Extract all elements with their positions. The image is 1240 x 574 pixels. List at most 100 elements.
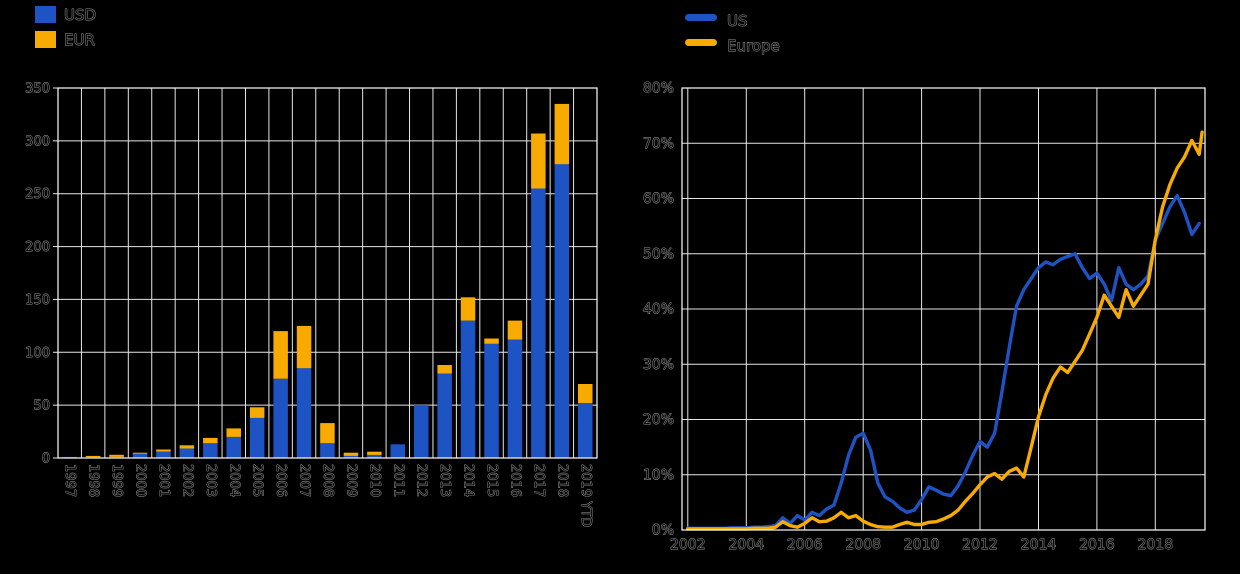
y-tick-label: 0% [652, 523, 674, 539]
y-tick-label: 150 [25, 293, 50, 308]
bar-eur [109, 454, 124, 457]
x-tick-label: 2017 [531, 464, 546, 497]
bar-usd [507, 339, 523, 458]
y-axis-labels: 0% 10% 20% 30% 40% 50% 60% 70% 80% [642, 80, 674, 539]
line-series-us [686, 193, 1201, 530]
bar-eur [367, 451, 382, 455]
bar-series-eur [85, 103, 593, 457]
x-tick-label: 2011 [390, 464, 405, 497]
x-tick-label: 2012 [962, 537, 998, 553]
bar-usd [179, 448, 195, 458]
x-tick-label: 2018 [554, 464, 569, 497]
legend-swatch-europe [685, 39, 717, 46]
x-tick-label: 2010 [904, 537, 940, 553]
x-tick-label: 2009 [343, 464, 358, 497]
bar-usd [156, 451, 171, 458]
y-tick-label: 30% [643, 357, 674, 373]
x-tick-label: 2005 [250, 464, 265, 497]
y-tick-label: 60% [643, 191, 674, 207]
plot-border [681, 87, 1206, 531]
bar-usd [367, 454, 382, 458]
bar-eur [85, 455, 101, 457]
bar-usd [390, 444, 405, 458]
y-tick-label: 70% [643, 136, 674, 152]
bar-usd [578, 403, 593, 458]
bar-usd [437, 373, 452, 458]
x-axis-labels: 2002 2004 2006 2008 2010 2012 2014 2016 2018 [670, 537, 1174, 554]
line-chart-us-europe: US Europe 0% 10% 20% 30% 40% 50% 60% 70% 80% 2002… [642, 12, 1206, 554]
legend-label-eur: EUR [64, 31, 95, 49]
bar-eur [460, 297, 476, 321]
bar-usd [203, 443, 218, 458]
bar-usd [132, 453, 148, 458]
bar-series-usd [62, 164, 593, 458]
bar-eur [296, 325, 312, 369]
bar-usd [249, 417, 265, 458]
bar-eur [531, 133, 546, 189]
y-tick-label: 20% [643, 412, 674, 428]
bar-eur [484, 338, 499, 344]
x-tick-label: 2004 [226, 464, 241, 497]
legend-label-us: US [727, 12, 748, 30]
x-tick-label: 2010 [367, 464, 382, 497]
y-tick-label: 0 [42, 452, 50, 467]
bar-usd [531, 188, 546, 458]
line-series-europe [686, 130, 1204, 531]
x-tick-label: 2008 [845, 537, 881, 553]
x-tick-label: 2008 [320, 464, 335, 497]
bar-usd [414, 405, 429, 458]
bar-eur [343, 452, 359, 456]
x-tick-label: 2016 [508, 464, 523, 497]
x-axis-labels: 1997 1998 1999 2000 2001 2002 2003 2004 2005 2006… [62, 464, 593, 528]
bar-usd [226, 436, 241, 458]
bar-eur [578, 384, 593, 403]
line-chart-plot-area: 0%10%20%30%40%50%60%70%80%2002 2004 2006 20… [642, 80, 1206, 554]
bar-eur [507, 320, 523, 340]
bar-eur [203, 437, 218, 444]
bar-eur [156, 449, 171, 452]
legend-swatch-usd [35, 6, 56, 23]
bar-chart-plot-area: 0 50 100 150 200 250 300 350 1997 1998 1999 2000 200… [25, 81, 598, 528]
x-tick-label: 2007 [297, 464, 312, 497]
legend-swatch-eur [35, 31, 56, 48]
bar-eur [249, 407, 265, 418]
y-tick-label: 80% [643, 81, 674, 97]
y-tick-label: 40% [643, 302, 674, 318]
x-tick-label: 2001 [156, 464, 171, 497]
x-tick-label: 2012 [414, 464, 429, 497]
x-tick-label: 1998 [86, 464, 101, 497]
bar-usd [273, 378, 288, 458]
legend-label-europe: Europe [727, 37, 780, 55]
y-tick-label: 100 [25, 346, 50, 361]
x-tick-label: 2014 [1021, 537, 1057, 553]
y-tick-label: 10% [643, 467, 674, 483]
bar-eur [273, 331, 288, 379]
x-tick-label: 2004 [728, 537, 764, 553]
y-tick-label: 250 [25, 187, 50, 202]
bar-usd [320, 443, 335, 458]
legend-swatch-us [685, 14, 717, 21]
bar-eur [226, 428, 241, 437]
y-tick-label: 50% [643, 246, 674, 262]
x-tick-label: 2019 YTD [578, 464, 593, 527]
x-tick-label: 2002 [179, 464, 194, 497]
bar-usd [484, 343, 499, 458]
x-tick-label: 2018 [1137, 537, 1173, 553]
y-tick-label: 350 [25, 82, 50, 97]
x-tick-label: 2006 [787, 537, 823, 553]
x-tick-label: 1997 [62, 464, 77, 497]
bar-usd [343, 455, 359, 458]
line-chart-legend: US Europe [685, 12, 780, 55]
bar-eur [320, 423, 335, 444]
y-tick-label: 50 [33, 399, 50, 414]
x-tick-label: 2016 [1079, 537, 1115, 553]
bar-eur [179, 445, 195, 449]
x-tick-label: 2000 [133, 464, 148, 497]
y-tick-label: 200 [25, 240, 50, 255]
y-axis-labels: 0 50 100 150 200 250 300 350 [25, 81, 51, 467]
x-tick-label: 2015 [484, 464, 499, 497]
bar-usd [460, 320, 476, 458]
x-tick-label: 2006 [273, 464, 288, 497]
plot-border [57, 87, 598, 459]
